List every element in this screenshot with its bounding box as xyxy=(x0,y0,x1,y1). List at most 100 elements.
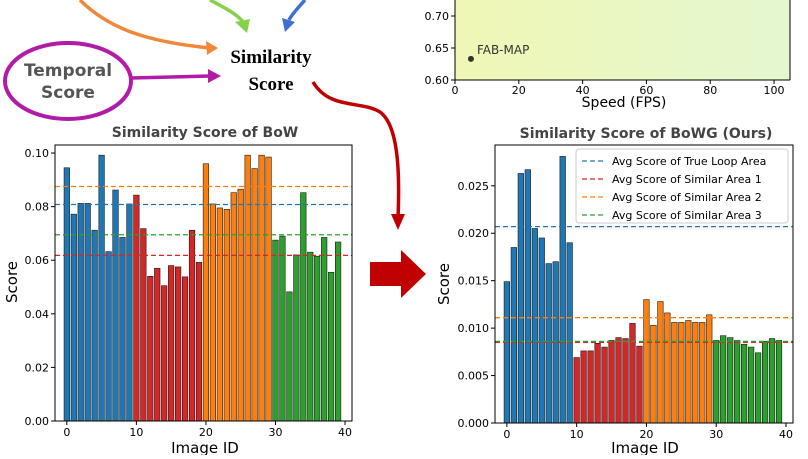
legend-label: Avg Score of True Loop Area xyxy=(612,155,766,168)
speed-x-tick-label: 0 xyxy=(452,84,459,97)
bow-chart-title: Similarity Score of BoW xyxy=(112,125,299,141)
bar xyxy=(768,338,776,424)
bar xyxy=(636,345,643,424)
bowg-chart-xlabel: Image ID xyxy=(611,439,679,455)
speed-chart-xlabel: Speed (FPS) xyxy=(582,95,667,111)
bar xyxy=(699,322,706,424)
bar xyxy=(594,343,601,424)
magenta-arrow xyxy=(131,74,211,80)
bow-chart-xlabel: Image ID xyxy=(171,439,239,455)
x-tick-label: 10 xyxy=(129,426,143,439)
legend-label: Avg Score of Similar Area 3 xyxy=(612,209,762,222)
x-tick-label: 10 xyxy=(570,428,584,441)
bar xyxy=(119,237,126,422)
bar xyxy=(503,281,510,424)
plot-frame xyxy=(54,144,353,422)
y-tick-label: 0.02 xyxy=(25,361,50,374)
x-tick-label: 0 xyxy=(63,426,70,439)
bar xyxy=(517,173,524,424)
bar xyxy=(720,335,727,424)
diagram: Temporal Score Similarity Score xyxy=(3,0,426,298)
bar xyxy=(775,340,783,424)
red-curved-arrow xyxy=(311,81,401,219)
similarity-score-label-1: Similarity xyxy=(230,47,312,68)
bar xyxy=(727,337,734,424)
bar xyxy=(230,192,237,422)
x-tick-label: 30 xyxy=(268,426,282,439)
orange-arrowhead xyxy=(206,41,218,55)
bar xyxy=(286,291,293,422)
legend-box xyxy=(575,148,789,224)
bar xyxy=(133,194,140,422)
bar xyxy=(321,237,328,422)
bar xyxy=(608,340,615,424)
bar xyxy=(147,276,154,422)
bar xyxy=(615,337,622,424)
bar xyxy=(706,314,713,424)
bar xyxy=(587,350,594,424)
bar xyxy=(601,346,608,424)
x-tick-label: 20 xyxy=(199,426,213,439)
bar xyxy=(126,203,133,422)
y-tick-label: 0.000 xyxy=(458,417,490,430)
speed-x-tick-label: 40 xyxy=(576,84,590,97)
bar xyxy=(755,352,762,424)
bar xyxy=(622,338,629,424)
bar xyxy=(328,271,335,422)
y-tick-label: 0.020 xyxy=(458,227,490,240)
bowg-chart-title: Similarity Score of BoWG (Ours) xyxy=(520,126,773,142)
bar xyxy=(265,156,272,422)
bar xyxy=(566,242,573,424)
bar xyxy=(741,343,748,424)
y-tick-label: 0.08 xyxy=(25,201,50,214)
speed-point-label: FAB-MAP xyxy=(477,43,529,57)
temporal-score-node xyxy=(3,41,133,121)
y-tick-label: 0.010 xyxy=(458,322,490,335)
bar xyxy=(279,235,286,422)
bar xyxy=(538,237,545,424)
magenta-arrowhead xyxy=(208,69,221,83)
bar xyxy=(510,247,517,424)
bar xyxy=(293,254,300,422)
bar xyxy=(545,263,552,424)
speed-x-tick-label: 60 xyxy=(639,84,653,97)
bar xyxy=(202,163,210,422)
speed-y-tick-label: 0.60 xyxy=(425,74,450,87)
y-tick-label: 0.06 xyxy=(25,254,50,267)
bar xyxy=(216,207,223,422)
bar xyxy=(559,156,566,424)
speed-x-tick-label: 20 xyxy=(512,84,526,97)
orange-arrow xyxy=(78,0,211,50)
speed-point xyxy=(467,55,474,62)
bar xyxy=(314,255,321,422)
bar xyxy=(70,213,77,422)
bar xyxy=(300,192,307,422)
bar xyxy=(244,154,251,422)
bar xyxy=(154,267,161,422)
bar xyxy=(671,322,678,424)
x-tick-label: 40 xyxy=(338,426,352,439)
bow-chart: Similarity Score of BoW Image ID Score 0… xyxy=(3,125,353,457)
y-tick-label: 0.005 xyxy=(458,370,490,383)
speed-y-tick-label: 0.65 xyxy=(425,42,450,55)
bar xyxy=(657,301,664,424)
bar xyxy=(188,229,196,422)
legend-label: Avg Score of Similar Area 1 xyxy=(612,173,762,186)
bar xyxy=(692,322,699,424)
bar xyxy=(580,350,587,424)
bar xyxy=(629,323,636,424)
bar xyxy=(195,262,203,422)
bar xyxy=(713,340,720,424)
blue-arrowhead xyxy=(282,18,295,32)
bar xyxy=(258,154,265,422)
bowg-chart: Similarity Score of BoWG (Ours) Image ID… xyxy=(435,126,794,457)
legend-label: Avg Score of Similar Area 2 xyxy=(612,191,762,204)
temporal-score-label-2: Score xyxy=(41,83,95,103)
bar xyxy=(112,189,119,422)
bar xyxy=(237,188,244,422)
x-tick-label: 40 xyxy=(779,428,793,441)
bar xyxy=(531,228,538,424)
bar xyxy=(181,276,189,422)
